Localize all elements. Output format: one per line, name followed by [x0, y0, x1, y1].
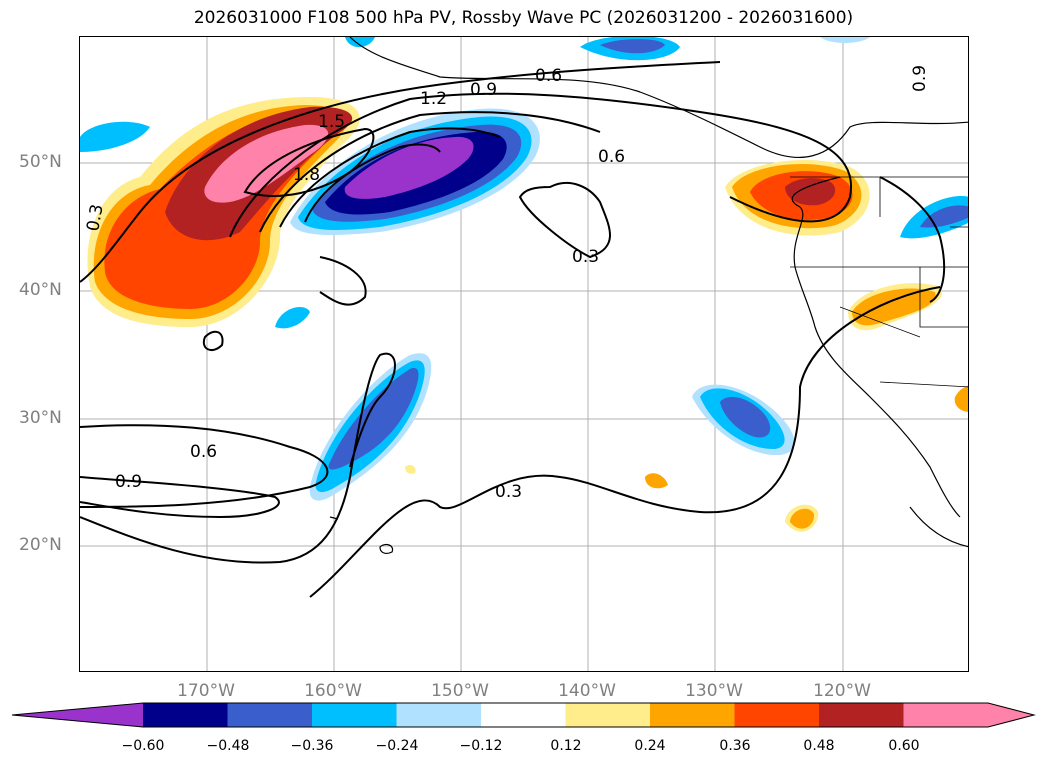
lon-label: 140°W — [558, 681, 616, 701]
contour-label: 0.6 — [598, 147, 625, 167]
colorbar-tick-label: −0.36 — [290, 738, 334, 754]
colorbar-tick-label: 0.12 — [550, 738, 582, 754]
colorbar-extend-max — [988, 703, 1034, 727]
contour-label: 0.3 — [83, 203, 107, 233]
colorbar-segment — [650, 703, 735, 727]
small-positive-patches — [405, 283, 968, 532]
contour-label: 1.2 — [420, 89, 447, 109]
lon-label: 130°W — [685, 681, 743, 701]
lat-label: 20°N — [19, 535, 62, 555]
contour-label: 0.6 — [190, 442, 217, 462]
colorbar-segment — [312, 703, 397, 727]
colorbar-tick-label: −0.12 — [459, 738, 503, 754]
contour-label: 0.6 — [535, 66, 562, 86]
lat-label: 40°N — [19, 280, 62, 300]
lon-label: 150°W — [431, 681, 489, 701]
negative-anomaly-east — [692, 384, 795, 456]
colorbar-tick-label: −0.48 — [206, 738, 250, 754]
colorbar-segment — [565, 703, 651, 727]
colorbar — [11, 702, 1036, 728]
colorbar-tick-label: 0.60 — [888, 738, 920, 754]
colorbar-tick-label: 0.36 — [719, 738, 751, 754]
colorbar-tick-label: −0.24 — [375, 738, 419, 754]
lat-label: 30°N — [19, 408, 62, 428]
negative-anomaly-south — [309, 353, 432, 501]
colorbar-segment — [903, 703, 989, 727]
colorbar-tick-label: 0.48 — [803, 738, 835, 754]
lon-label: 120°W — [813, 681, 871, 701]
colorbar-segment — [481, 703, 566, 727]
contour-label: 0.9 — [115, 472, 142, 492]
negative-anomaly-central — [290, 108, 540, 235]
lat-label: 50°N — [19, 152, 62, 172]
contour-label: 1.8 — [293, 165, 320, 185]
colorbar-segment — [396, 703, 482, 727]
pv-contours — [80, 61, 946, 598]
colorbar-tick-label: −0.60 — [121, 738, 165, 754]
lon-label: 170°W — [177, 681, 235, 701]
colorbar-segment — [143, 703, 228, 727]
colorbar-segment — [227, 703, 313, 727]
lon-label: 160°W — [304, 681, 362, 701]
map-panel: 0.6 0.9 1.2 1.5 1.8 0.6 0.3 0.3 0.6 0.9 … — [79, 36, 969, 672]
contour-label: 0.3 — [495, 482, 522, 502]
contour-label: 1.5 — [318, 112, 345, 132]
colorbar-extend-min — [12, 703, 143, 727]
colorbar-segment — [734, 703, 820, 727]
colorbar-segment — [819, 703, 904, 727]
map-title: 2026031000 F108 500 hPa PV, Rossby Wave … — [193, 8, 854, 28]
contour-label: 0.9 — [910, 65, 930, 92]
map-canvas: 0.6 0.9 1.2 1.5 1.8 0.6 0.3 0.3 0.6 0.9 … — [80, 37, 968, 671]
colorbar-tick-label: 0.24 — [634, 738, 666, 754]
contour-label-group: 0.6 0.9 1.2 1.5 1.8 0.6 0.3 0.3 0.6 0.9 … — [83, 65, 930, 502]
contour-label: 0.9 — [470, 80, 497, 100]
colorbar-outline — [11, 702, 1036, 728]
contour-label: 0.3 — [572, 247, 599, 267]
